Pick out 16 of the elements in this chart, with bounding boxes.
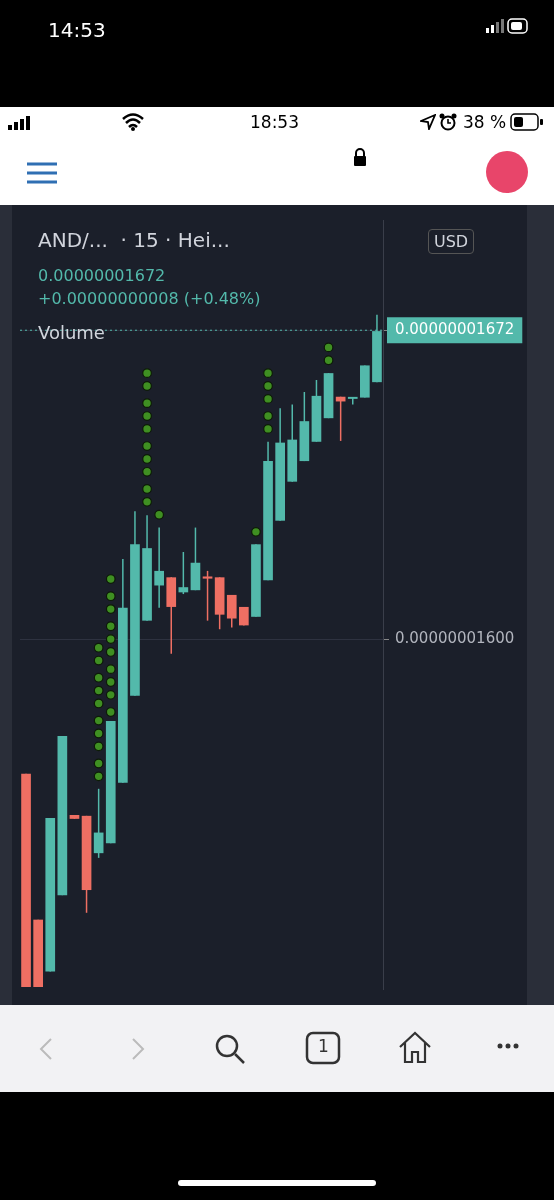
annotation: Volume — [38, 322, 105, 343]
text: 18:53 — [250, 112, 299, 132]
y-tick-label: 0.00000001600 — [395, 628, 515, 647]
candlestick — [202, 570, 213, 622]
text: 1 — [318, 1036, 329, 1056]
candlestick — [347, 396, 358, 406]
candlestick — [178, 551, 189, 595]
text: 38 % — [463, 112, 507, 132]
candlestick — [154, 526, 164, 609]
text: USD — [428, 229, 475, 254]
candlestick — [93, 788, 104, 859]
y-tick-label: 0.00000001672 — [395, 320, 515, 339]
text: 14:53 — [48, 18, 106, 42]
text: AND/... · 15 · Hei... — [38, 228, 230, 252]
candlestick — [226, 594, 237, 629]
text: 0.00000001672 +0.00000000008 (+0.48%) — [38, 265, 261, 310]
